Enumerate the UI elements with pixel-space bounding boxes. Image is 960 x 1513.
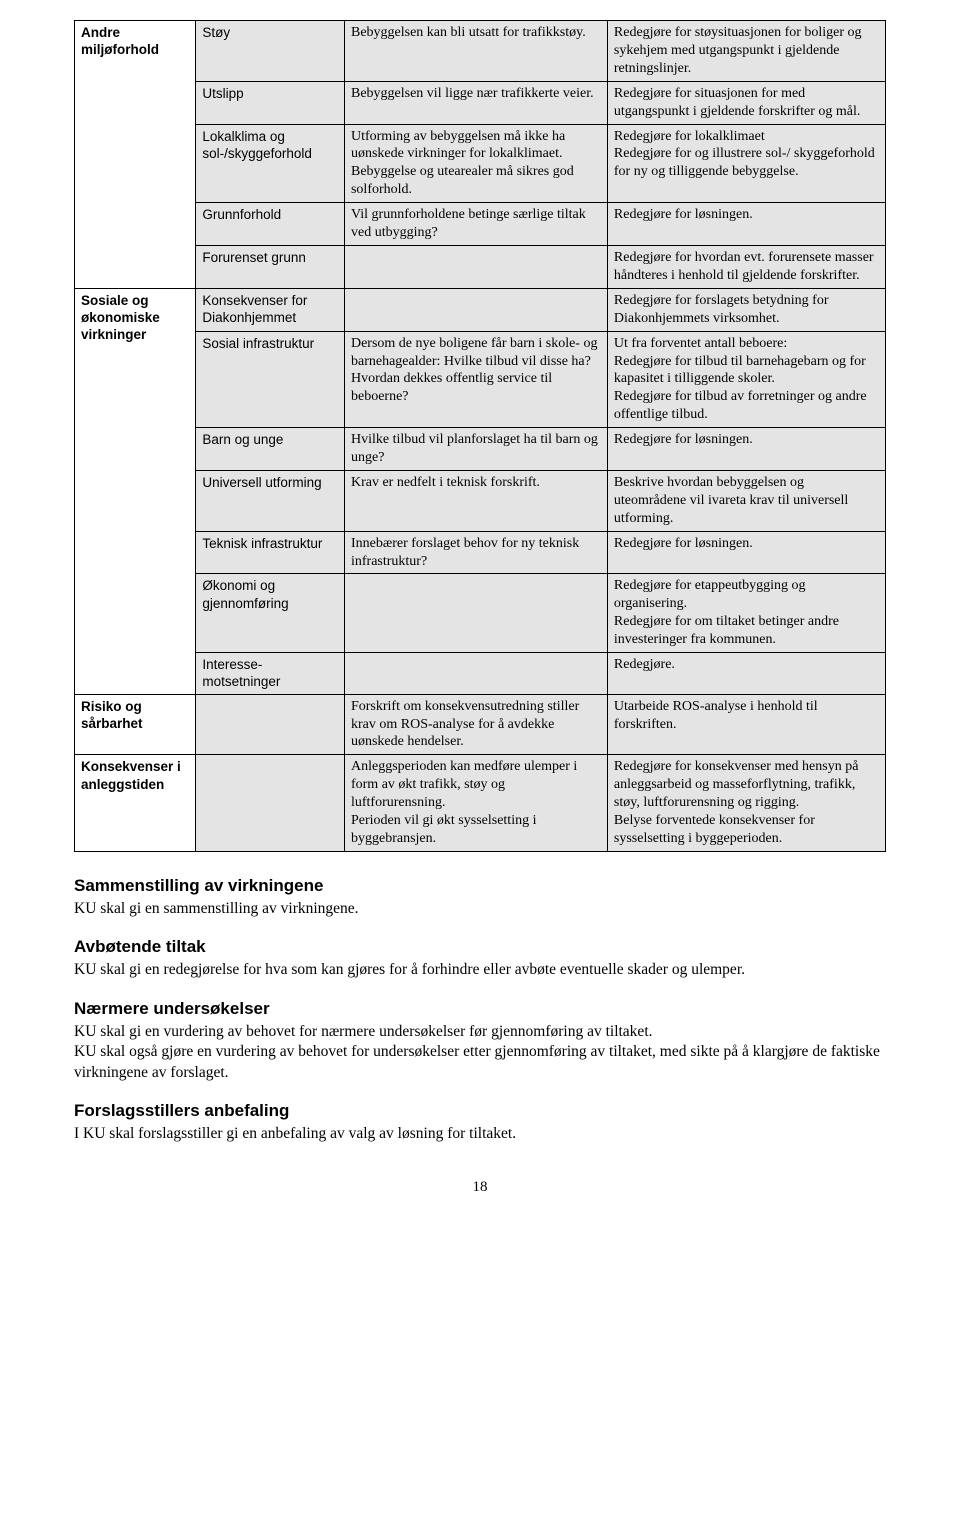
section-body: KU skal gi en vurdering av behovet for n… [74,1022,886,1083]
subcategory-cell [196,694,345,755]
description-cell: Forskrift om konsekvensutredning stiller… [344,694,607,755]
description-cell [344,288,607,331]
action-cell: Redegjøre for støysituasjonen for bolige… [607,21,885,82]
action-cell: Redegjøre for forslagets betydning for D… [607,288,885,331]
subcategory-cell: Barn og unge [196,428,345,471]
description-cell: Dersom de nye boligene får barn i skole-… [344,331,607,428]
subcategory-cell: Økonomi og gjennomføring [196,574,345,653]
action-cell: Redegjøre for hvordan evt. forurensete m… [607,245,885,288]
section-heading: Forslagsstillers anbefaling [74,1101,886,1121]
subcategory-cell: Sosial infrastruktur [196,331,345,428]
action-cell: Redegjøre for løsningen. [607,531,885,574]
action-cell: Redegjøre for løsningen. [607,203,885,246]
subcategory-cell [196,755,345,852]
action-cell: Redegjøre for etappeutbygging og organis… [607,574,885,653]
description-cell: Vil grunnforholdene betinge særlige tilt… [344,203,607,246]
section-body: I KU skal forslagsstiller gi en anbefali… [74,1124,886,1144]
page-number: 18 [74,1179,886,1196]
action-cell: Redegjøre. [607,653,885,695]
action-cell: Redegjøre for løsningen. [607,428,885,471]
action-cell: Redegjøre for situasjonen for med utgang… [607,81,885,124]
consequences-table: Andre miljøforholdStøyBebyggelsen kan bl… [74,20,886,852]
description-cell: Innebærer forslaget behov for ny teknisk… [344,531,607,574]
description-cell [344,574,607,653]
description-cell: Hvilke tilbud vil planforslaget ha til b… [344,428,607,471]
description-cell: Bebyggelsen vil ligge nær trafikkerte ve… [344,81,607,124]
category-cell: Andre miljøforhold [75,21,196,289]
description-cell: Utforming av bebyggelsen må ikke ha uøns… [344,124,607,203]
subcategory-cell: Grunnforhold [196,203,345,246]
subcategory-cell: Utslipp [196,81,345,124]
action-cell: Utarbeide ROS-analyse i henhold til fors… [607,694,885,755]
description-cell [344,245,607,288]
section-heading: Sammenstilling av virkningene [74,876,886,896]
category-cell: Risiko og sårbarhet [75,694,196,755]
subcategory-cell: Konsekvenser for Diakonhjemmet [196,288,345,331]
action-cell: Redegjøre for lokalklimaetRedegjøre for … [607,124,885,203]
description-cell: Krav er nedfelt i teknisk forskrift. [344,470,607,531]
description-cell [344,653,607,695]
section-body: KU skal gi en redegjørelse for hva som k… [74,960,886,980]
category-cell: Konsekvenser i anleggstiden [75,755,196,852]
subcategory-cell: Lokalklima og sol-/skyggeforhold [196,124,345,203]
action-cell: Redegjøre for konsekvenser med hensyn på… [607,755,885,852]
section-heading: Avbøtende tiltak [74,937,886,957]
subcategory-cell: Forurenset grunn [196,245,345,288]
subcategory-cell: Støy [196,21,345,82]
description-cell: Bebyggelsen kan bli utsatt for trafikkst… [344,21,607,82]
subcategory-cell: Teknisk infrastruktur [196,531,345,574]
description-cell: Anleggsperioden kan medføre ulemper i fo… [344,755,607,852]
subcategory-cell: Universell utforming [196,470,345,531]
section-body: KU skal gi en sammenstilling av virkning… [74,899,886,919]
action-cell: Beskrive hvordan bebyggelsen og uteområd… [607,470,885,531]
section-heading: Nærmere undersøkelser [74,999,886,1019]
subcategory-cell: Interesse-motsetninger [196,653,345,695]
category-cell: Sosiale og økonomiske virkninger [75,288,196,694]
action-cell: Ut fra forventet antall beboere:Redegjør… [607,331,885,428]
